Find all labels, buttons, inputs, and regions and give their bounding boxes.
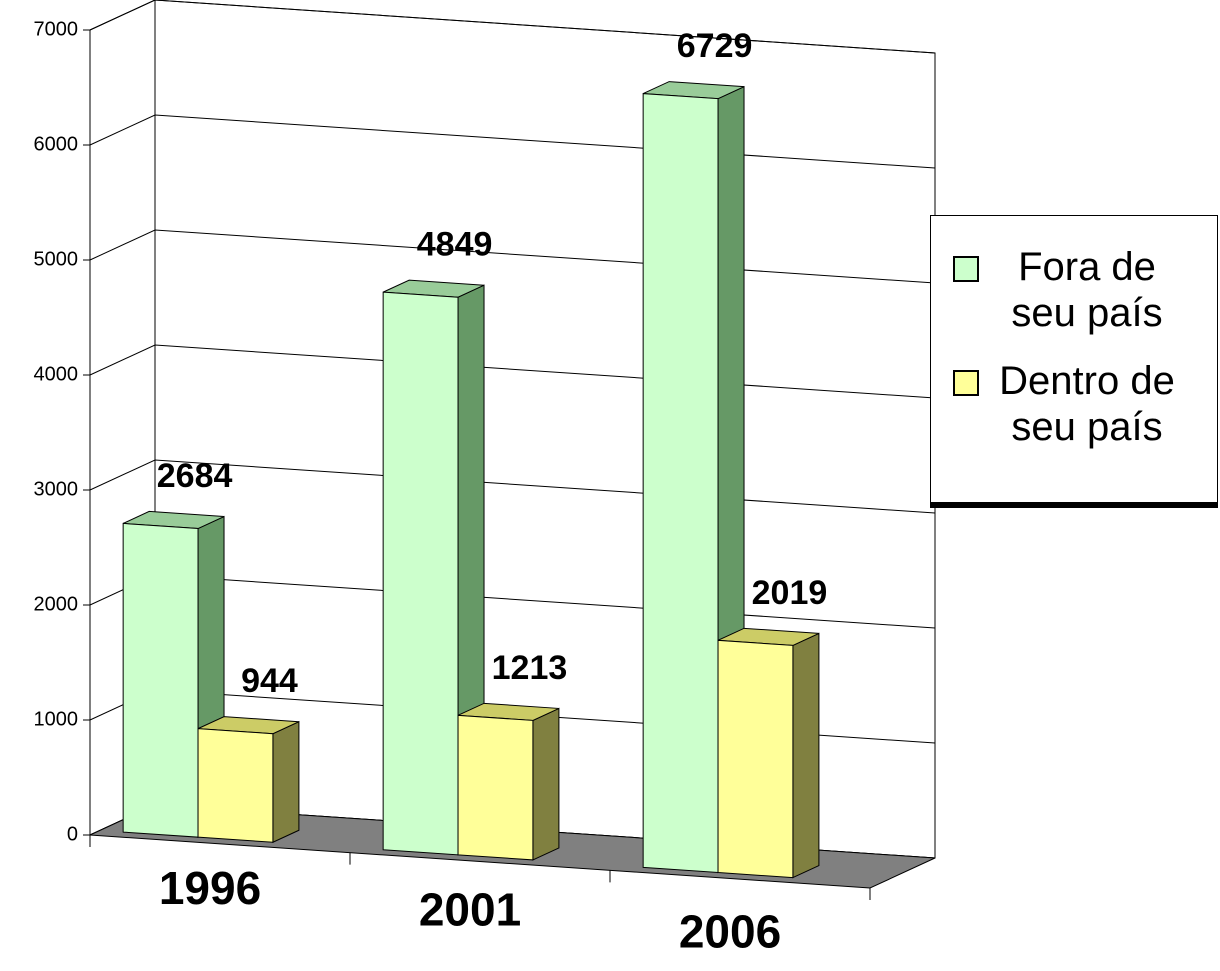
value-label: 6729 <box>677 27 753 65</box>
value-label: 2684 <box>157 457 233 495</box>
bar <box>197 728 274 843</box>
y-tick-label: 0 <box>67 823 78 845</box>
grid-line <box>89 0 936 54</box>
bar-side <box>532 707 560 861</box>
bar <box>717 639 794 879</box>
x-tick-label: 1996 <box>159 862 261 914</box>
y-tick-label: 6000 <box>34 133 79 155</box>
bar <box>457 714 534 861</box>
legend: Fora de seu país Dentro de seu país <box>930 215 1218 503</box>
legend-item: Fora de seu país <box>953 244 1217 336</box>
y-tick-label: 5000 <box>34 248 79 270</box>
value-label: 944 <box>241 662 298 700</box>
bar <box>382 291 459 856</box>
y-tick-label: 7000 <box>34 18 79 40</box>
x-tick-label: 2006 <box>679 905 781 957</box>
x-tick-label: 2001 <box>419 884 521 936</box>
value-label: 2019 <box>752 574 828 612</box>
legend-item: Dentro de seu país <box>953 358 1217 450</box>
y-tick-label: 1000 <box>34 708 79 730</box>
y-tick-label: 4000 <box>34 363 79 385</box>
value-label: 1213 <box>492 649 568 687</box>
value-label: 4849 <box>417 226 493 264</box>
y-tick-label: 2000 <box>34 593 79 615</box>
bar <box>642 93 719 874</box>
bar <box>122 522 199 838</box>
bar-side <box>792 632 820 879</box>
y-tick-label: 3000 <box>34 478 79 500</box>
legend-label: Fora de seu país <box>1011 245 1163 335</box>
legend-label: Dentro de seu país <box>999 359 1175 449</box>
legend-swatch <box>953 256 979 282</box>
legend-swatch <box>953 370 979 396</box>
bar-side <box>272 720 300 844</box>
